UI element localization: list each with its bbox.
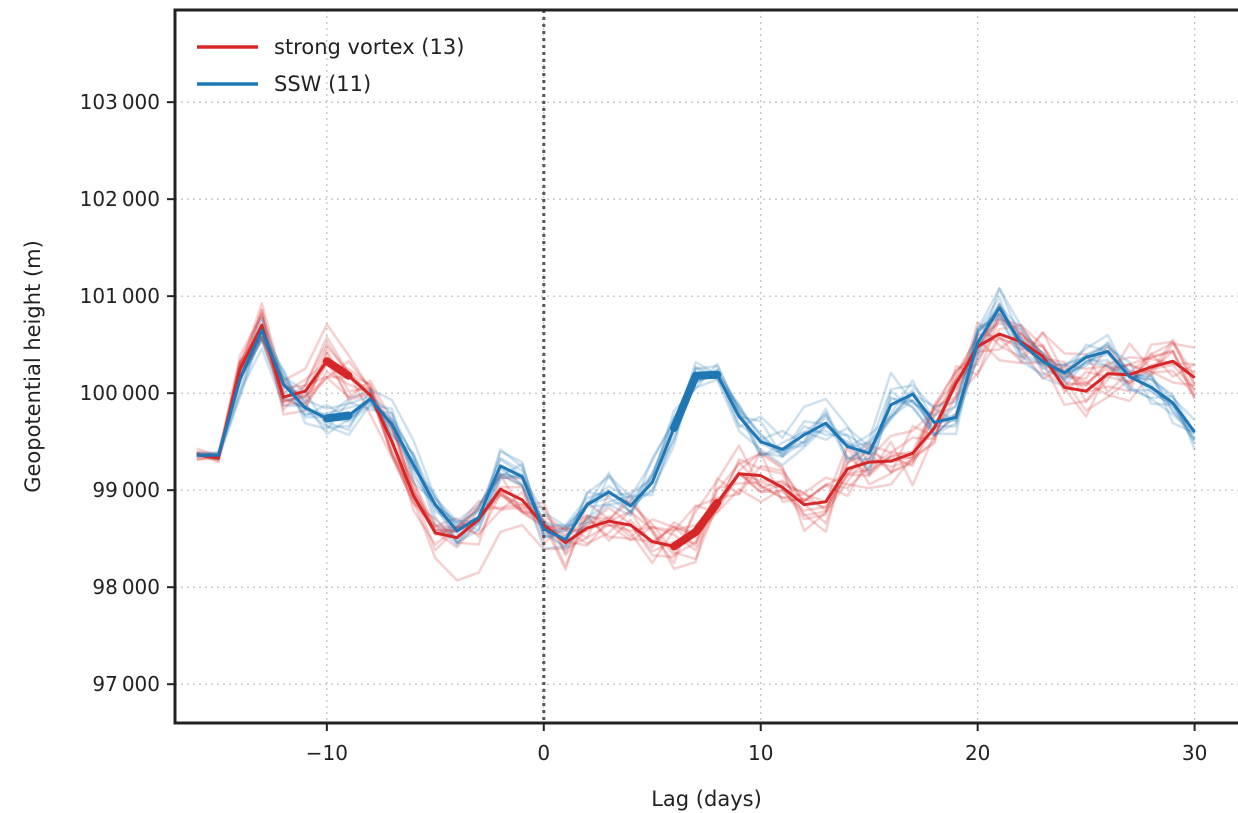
ssw-member-line [196,312,1196,532]
y-tick-label: 97 000 [92,672,160,696]
legend: strong vortex (13) SSW (11) [197,35,464,96]
y-axis-title: Geopotential height (m) [21,240,45,493]
y-axis-ticks: 97 000 98 000 99 000 100 000 101 000 102 000 1… [80,90,175,696]
strong-vortex-member-line [196,335,1196,571]
y-tick-label: 103 000 [80,90,160,114]
y-tick-label: 98 000 [92,575,160,599]
x-tick-label: 20 [965,741,990,765]
strong-vortex-member-line [196,324,1196,546]
ssw-member-line [196,302,1196,552]
x-axis-ticks: −10 0 10 20 30 [306,723,1207,765]
grid-lines [175,10,1238,723]
strong-vortex-mean-line [196,323,1196,548]
legend-label-strong-vortex: strong vortex (13) [274,35,464,59]
x-tick-label: −10 [306,741,348,765]
y-tick-label: 101 000 [80,284,160,308]
plot-axes [173,8,1238,725]
strong-vortex-member-line [196,313,1196,561]
x-tick-label: 10 [748,741,773,765]
legend-label-ssw: SSW (11) [274,72,371,96]
strong-vortex-member-line [196,308,1196,553]
y-tick-label: 102 000 [80,187,160,211]
y-tick-label: 99 000 [92,478,160,502]
x-axis-title: Lag (days) [651,787,762,811]
ssw-member-line [196,313,1196,550]
strong-vortex-member-line [196,331,1195,565]
y-tick-label: 100 000 [80,381,160,405]
strong-vortex-member-line [196,323,1196,582]
strong-vortex-member-line [196,303,1196,559]
significance-highlights [322,357,722,551]
ssw-mean-line [196,306,1196,542]
x-tick-label: 0 [537,741,550,765]
mean-series [196,306,1196,548]
x-tick-label: 30 [1182,741,1207,765]
